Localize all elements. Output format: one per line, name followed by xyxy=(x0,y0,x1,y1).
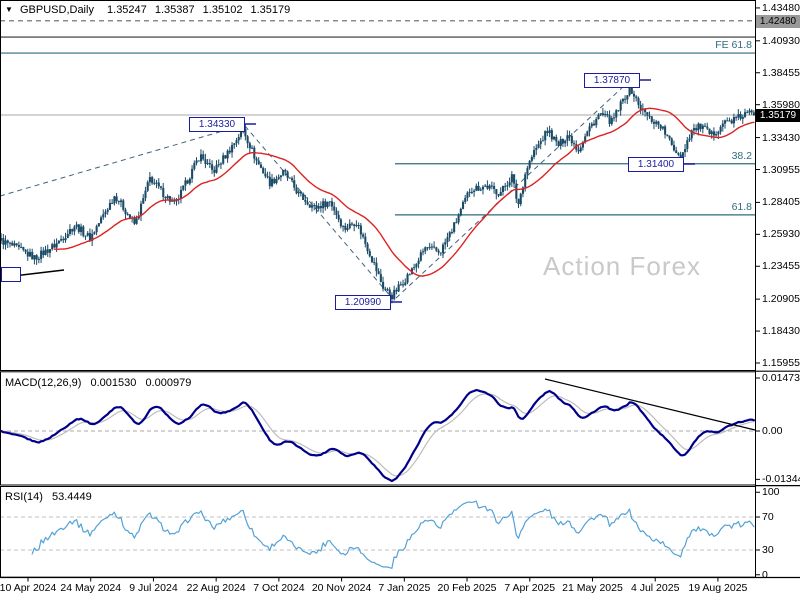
date-axis-label: 9 Jul 2024 xyxy=(129,582,178,594)
price-tag[interactable]: 1.31400 xyxy=(628,157,684,172)
close-value: 1.35179 xyxy=(250,4,291,16)
price-axis-label: 1.30955 xyxy=(762,163,800,176)
open-value: 1.35247 xyxy=(107,4,147,16)
date-axis-label: 7 Jan 2025 xyxy=(378,582,431,594)
fib-label-618: 61.8 xyxy=(731,200,752,213)
rsi-axis-label: 100 xyxy=(762,486,780,499)
fib-label-fe618: FE 61.8 xyxy=(715,39,752,52)
price-axis-label: 1.28405 xyxy=(762,196,800,209)
date-axis-label: 7 Oct 2024 xyxy=(253,582,305,594)
rsi-name: RSI(14) xyxy=(5,491,43,503)
price-axis-label: 1.40930 xyxy=(762,34,800,47)
fib-label-382: 38.2 xyxy=(731,149,752,162)
date-axis-label: 7 Apr 2025 xyxy=(504,582,556,594)
macd-axis-label: 0.014734 xyxy=(762,372,800,384)
macd-axis-label: 0.00 xyxy=(762,425,783,437)
axis-highlight-tag: 1.42480 xyxy=(756,14,800,28)
price-axis-label: 1.25930 xyxy=(762,228,800,241)
date-axis-label: 19 Aug 2025 xyxy=(688,582,748,594)
price-axis-label: 1.18430 xyxy=(762,325,800,338)
macd-value-signal: 0.000979 xyxy=(145,377,192,389)
price-axis-label: 1.43480 xyxy=(762,1,800,14)
price-tag[interactable]: 1.37870 xyxy=(584,73,640,88)
price-axis-label: 1.15955 xyxy=(762,357,800,369)
low-value: 1.35102 xyxy=(202,4,243,16)
current-price-tag: 1.35179 xyxy=(756,109,800,122)
title-bar: ▼ GBPUSD,Daily 1.35247 1.35387 1.35102 1… xyxy=(5,4,295,16)
date-axis-label: 20 Feb 2025 xyxy=(437,582,497,594)
date-axis-label: 24 May 2024 xyxy=(60,582,122,594)
macd-value-main: 0.001530 xyxy=(90,377,137,389)
collapse-triangle-icon[interactable]: ▼ xyxy=(5,5,13,14)
price-tag[interactable]: 1.20990 xyxy=(335,295,391,310)
watermark: Action Forex xyxy=(543,251,701,281)
rsi-axis-label: 30 xyxy=(762,544,774,556)
price-axis-label: 1.20905 xyxy=(762,293,800,306)
symbol-label: GBPUSD,Daily xyxy=(19,4,94,16)
price-axis-label: 1.38455 xyxy=(762,66,800,79)
price-tag[interactable]: 1.34330 xyxy=(189,117,245,132)
price-axis-label: 1.35980 xyxy=(762,98,800,111)
macd-header: MACD(12,26,9) 0.001530 0.000979 xyxy=(5,377,197,389)
macd-name: MACD(12,26,9) xyxy=(5,377,82,389)
high-value: 1.35387 xyxy=(154,4,195,16)
date-axis-label: 20 Nov 2024 xyxy=(311,582,372,594)
date-axis-label: 21 May 2025 xyxy=(562,582,623,594)
price-axis-label: 1.33430 xyxy=(762,131,800,144)
macd-axis-label: -0.013442 xyxy=(762,473,800,486)
rsi-axis-label: 70 xyxy=(762,511,774,523)
rsi-axis-label: 0 xyxy=(762,568,768,581)
date-axis-label: 4 Jul 2025 xyxy=(630,582,680,594)
price-axis-label: 1.23455 xyxy=(762,260,800,273)
date-axis-label: 22 Aug 2024 xyxy=(186,582,246,594)
rsi-header: RSI(14) 53.4449 xyxy=(5,491,98,503)
date-axis-label: 10 Apr 2024 xyxy=(0,582,57,594)
rsi-value: 53.4449 xyxy=(51,491,92,503)
clipped-price-tag xyxy=(1,267,21,282)
